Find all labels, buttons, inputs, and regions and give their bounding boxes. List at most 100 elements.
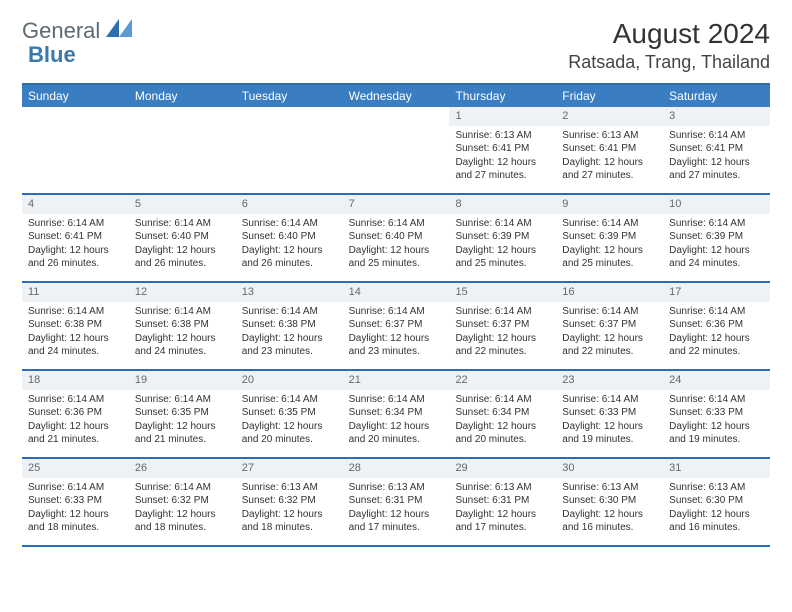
day-number: 8 [449,195,556,214]
cell-sunrise: Sunrise: 6:14 AM [562,305,657,319]
cell-sunrise: Sunrise: 6:13 AM [349,481,444,495]
cell-daylight: Daylight: 12 hours and 24 minutes. [135,332,230,359]
day-number: 28 [343,459,450,478]
weekday-mon: Monday [129,85,236,107]
day-number: 20 [236,371,343,390]
calendar-day-cell: 7Sunrise: 6:14 AMSunset: 6:40 PMDaylight… [343,195,450,281]
cell-daylight: Daylight: 12 hours and 20 minutes. [349,420,444,447]
cell-sunset: Sunset: 6:39 PM [562,230,657,244]
day-number: 4 [22,195,129,214]
cell-sunset: Sunset: 6:41 PM [28,230,123,244]
cell-sunset: Sunset: 6:34 PM [349,406,444,420]
day-number: 6 [236,195,343,214]
cell-daylight: Daylight: 12 hours and 17 minutes. [455,508,550,535]
day-number: 13 [236,283,343,302]
day-number: 27 [236,459,343,478]
title-block: August 2024 Ratsada, Trang, Thailand [568,18,770,73]
day-number [343,107,450,123]
calendar-day-cell: 9Sunrise: 6:14 AMSunset: 6:39 PMDaylight… [556,195,663,281]
cell-sunset: Sunset: 6:35 PM [242,406,337,420]
calendar-day-cell: 25Sunrise: 6:14 AMSunset: 6:33 PMDayligh… [22,459,129,545]
calendar-day-cell: 6Sunrise: 6:14 AMSunset: 6:40 PMDaylight… [236,195,343,281]
cell-sunrise: Sunrise: 6:14 AM [135,481,230,495]
cell-daylight: Daylight: 12 hours and 19 minutes. [562,420,657,447]
calendar-day-cell: 26 Sunrise: 6:14 AMSunset: 6:32 PMDayligh… [129,459,236,545]
cell-sunset: Sunset: 6:38 PM [28,318,123,332]
cell-sunset: Sunset: 6:38 PM [242,318,337,332]
cell-sunrise: Sunrise: 6:13 AM [669,481,764,495]
cell-daylight: Daylight: 12 hours and 20 minutes. [455,420,550,447]
cell-sunrise: Sunrise: 6:14 AM [28,481,123,495]
cell-sunset: Sunset: 6:32 PM [242,494,337,508]
day-number: 26 [129,459,236,478]
day-number: 5 [129,195,236,214]
cell-daylight: Daylight: 12 hours and 18 minutes. [135,508,230,535]
cell-daylight: Daylight: 12 hours and 22 minutes. [562,332,657,359]
calendar-day-cell: 4Sunrise: 6:14 AMSunset: 6:41 PMDaylight… [22,195,129,281]
cell-sunrise: Sunrise: 6:13 AM [455,481,550,495]
calendar-day-cell: 11Sunrise: 6:14 AMSunset: 6:38 PMDayligh… [22,283,129,369]
day-number: 14 [343,283,450,302]
day-number: 16 [556,283,663,302]
cell-daylight: Daylight: 12 hours and 22 minutes. [669,332,764,359]
cell-sunset: Sunset: 6:38 PM [135,318,230,332]
cell-daylight: Daylight: 12 hours and 26 minutes. [28,244,123,271]
calendar-day-cell: 16 Sunrise: 6:14 AMSunset: 6:37 PMDayligh… [556,283,663,369]
cell-daylight: Daylight: 12 hours and 21 minutes. [28,420,123,447]
cell-sunrise: Sunrise: 6:14 AM [349,393,444,407]
month-title: August 2024 [568,18,770,50]
cell-sunset: Sunset: 6:39 PM [669,230,764,244]
calendar-day-cell: 13Sunrise: 6:14 AMSunset: 6:38 PMDayligh… [236,283,343,369]
day-number: 22 [449,371,556,390]
cell-sunset: Sunset: 6:37 PM [349,318,444,332]
cell-sunset: Sunset: 6:37 PM [562,318,657,332]
calendar-day-cell: 30Sunrise: 6:13 AMSunset: 6:30 PMDayligh… [556,459,663,545]
cell-sunrise: Sunrise: 6:14 AM [349,217,444,231]
calendar-day-cell: 28Sunrise: 6:13 AMSunset: 6:31 PMDayligh… [343,459,450,545]
cell-daylight: Daylight: 12 hours and 17 minutes. [349,508,444,535]
cell-sunset: Sunset: 6:35 PM [135,406,230,420]
cell-sunset: Sunset: 6:30 PM [669,494,764,508]
cell-sunrise: Sunrise: 6:13 AM [562,481,657,495]
calendar-week-row: 1Sunrise: 6:13 AMSunset: 6:41 PMDaylight… [22,107,770,195]
logo-text-general: General [22,18,100,44]
cell-sunset: Sunset: 6:41 PM [562,142,657,156]
location-subtitle: Ratsada, Trang, Thailand [568,52,770,73]
cell-sunrise: Sunrise: 6:14 AM [669,305,764,319]
day-number: 18 [22,371,129,390]
cell-sunset: Sunset: 6:33 PM [28,494,123,508]
cell-sunset: Sunset: 6:41 PM [669,142,764,156]
cell-sunrise: Sunrise: 6:14 AM [242,393,337,407]
cell-sunrise: Sunrise: 6:14 AM [669,393,764,407]
calendar-day-cell: 3Sunrise: 6:14 AMSunset: 6:41 PMDaylight… [663,107,770,193]
day-number: 1 [449,107,556,126]
cell-daylight: Daylight: 12 hours and 20 minutes. [242,420,337,447]
cell-sunrise: Sunrise: 6:14 AM [135,305,230,319]
cell-daylight: Daylight: 12 hours and 19 minutes. [669,420,764,447]
cell-daylight: Daylight: 12 hours and 27 minutes. [562,156,657,183]
cell-sunset: Sunset: 6:41 PM [455,142,550,156]
cell-daylight: Daylight: 12 hours and 26 minutes. [242,244,337,271]
day-number: 23 [556,371,663,390]
cell-sunset: Sunset: 6:32 PM [135,494,230,508]
calendar-day-cell: 5Sunrise: 6:14 AMSunset: 6:40 PMDaylight… [129,195,236,281]
cell-sunrise: Sunrise: 6:13 AM [455,129,550,143]
cell-daylight: Daylight: 12 hours and 23 minutes. [242,332,337,359]
calendar-day-cell: 2 Sunrise: 6:13 AMSunset: 6:41 PMDaylight… [556,107,663,193]
day-number: 12 [129,283,236,302]
cell-sunrise: Sunrise: 6:14 AM [669,129,764,143]
calendar-day-cell: 29Sunrise: 6:13 AMSunset: 6:31 PMDayligh… [449,459,556,545]
cell-sunset: Sunset: 6:36 PM [669,318,764,332]
cell-daylight: Daylight: 12 hours and 23 minutes. [349,332,444,359]
calendar-day-cell: 14Sunrise: 6:14 AMSunset: 6:37 PMDayligh… [343,283,450,369]
logo-triangle-icon [106,19,132,37]
calendar-day-cell: 10Sunrise: 6:14 AMSunset: 6:39 PMDayligh… [663,195,770,281]
cell-sunset: Sunset: 6:36 PM [28,406,123,420]
cell-sunrise: Sunrise: 6:13 AM [562,129,657,143]
calendar-day-cell: 31Sunrise: 6:13 AMSunset: 6:30 PMDayligh… [663,459,770,545]
day-number: 2 [556,107,663,126]
logo-blue-line: Blue [28,42,76,68]
calendar-day-cell: 24Sunrise: 6:14 AMSunset: 6:33 PMDayligh… [663,371,770,457]
calendar-week-row: 18Sunrise: 6:14 AMSunset: 6:36 PMDayligh… [22,371,770,459]
calendar-week-row: 11Sunrise: 6:14 AMSunset: 6:38 PMDayligh… [22,283,770,371]
